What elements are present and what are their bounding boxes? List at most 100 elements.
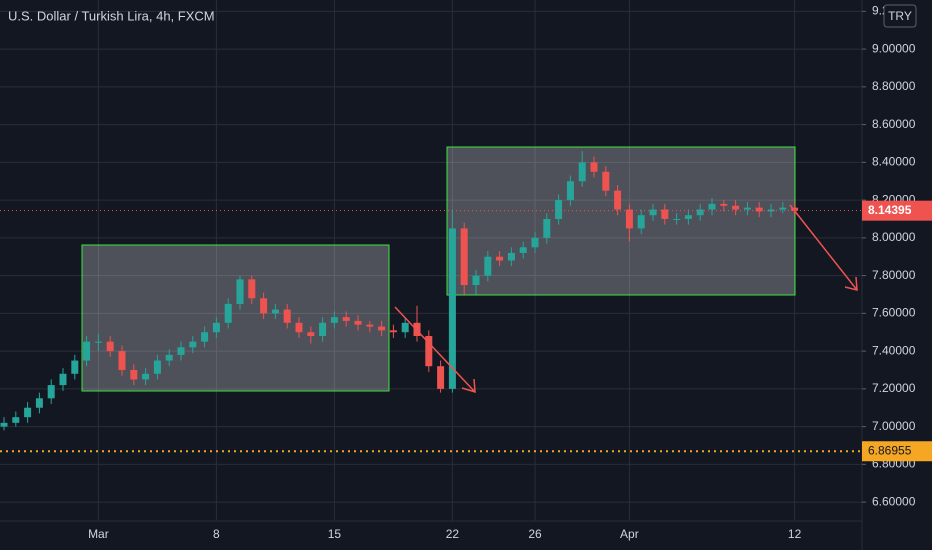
candle-body bbox=[142, 373, 150, 380]
candle-body bbox=[767, 209, 775, 212]
y-tick-label: 6.60000 bbox=[872, 494, 916, 508]
candle-body bbox=[732, 205, 740, 210]
reference-badge bbox=[862, 441, 932, 462]
currency-label: TRY bbox=[888, 9, 912, 23]
candle-body bbox=[448, 228, 456, 389]
candle-body bbox=[519, 247, 527, 253]
y-tick-label: 7.40000 bbox=[872, 343, 916, 357]
y-tick-label: 8.00000 bbox=[872, 230, 916, 244]
candle-body bbox=[378, 326, 386, 331]
candle-body bbox=[614, 190, 622, 210]
arrow bbox=[789, 204, 858, 291]
candle-body bbox=[354, 320, 362, 325]
candle-body bbox=[578, 162, 586, 182]
candle-body bbox=[59, 373, 67, 386]
candle-body bbox=[118, 351, 126, 370]
candle-body bbox=[649, 209, 657, 216]
candle-body bbox=[401, 322, 409, 333]
x-tick-label: 22 bbox=[446, 527, 460, 541]
y-tick-label: 8.60000 bbox=[872, 117, 916, 131]
candle-body bbox=[743, 207, 751, 210]
candle-body bbox=[472, 275, 480, 286]
candle-body bbox=[555, 200, 563, 219]
candle-body bbox=[24, 407, 32, 418]
candle-body bbox=[0, 422, 8, 427]
candle-body bbox=[637, 215, 645, 229]
candle-body bbox=[319, 322, 327, 337]
candle-body bbox=[531, 237, 539, 248]
x-tick-label: 15 bbox=[328, 527, 342, 541]
candle-body bbox=[47, 385, 55, 399]
candle-body bbox=[543, 218, 551, 238]
x-tick-label: 26 bbox=[528, 527, 542, 541]
candle-body bbox=[236, 279, 244, 304]
candle-body bbox=[602, 171, 610, 191]
candle-body bbox=[566, 181, 574, 201]
candle-body bbox=[779, 207, 787, 210]
candle-body bbox=[307, 332, 315, 337]
candle-body bbox=[625, 209, 633, 229]
x-tick-label: Apr bbox=[620, 527, 639, 541]
candle-body bbox=[177, 347, 185, 355]
arrows bbox=[394, 204, 858, 394]
candle-body bbox=[496, 256, 504, 261]
x-tick-label: Mar bbox=[88, 527, 109, 541]
candle-body bbox=[106, 341, 114, 352]
candles bbox=[0, 151, 799, 431]
y-tick-label: 7.00000 bbox=[872, 419, 916, 433]
candle-body bbox=[71, 360, 79, 374]
candle-body bbox=[389, 330, 397, 333]
candle-body bbox=[189, 341, 197, 348]
candle-body bbox=[83, 341, 91, 361]
y-tick-label: 7.80000 bbox=[872, 268, 916, 282]
candle-body bbox=[366, 324, 374, 327]
candle-body bbox=[165, 354, 173, 361]
candle-body bbox=[708, 203, 716, 210]
candle-body bbox=[248, 279, 256, 299]
candle-body bbox=[12, 417, 20, 423]
candle-body bbox=[661, 209, 669, 219]
last-price-label: 8.14395 bbox=[868, 203, 912, 217]
candle-body bbox=[201, 332, 209, 342]
candle-body bbox=[224, 303, 232, 323]
candle-body bbox=[271, 309, 279, 314]
candle-body bbox=[437, 366, 445, 389]
last-price-badge bbox=[862, 200, 932, 221]
y-tick-label: 7.60000 bbox=[872, 306, 916, 320]
currency-badge[interactable] bbox=[883, 4, 917, 28]
candle-body bbox=[507, 252, 515, 261]
reference-label: 6.86955 bbox=[868, 443, 912, 457]
y-tick-label: 8.40000 bbox=[872, 155, 916, 169]
candle-body bbox=[212, 322, 220, 333]
candle-body bbox=[153, 360, 161, 374]
candle-body bbox=[460, 228, 468, 286]
candle-body bbox=[425, 336, 433, 367]
grid bbox=[0, 0, 862, 521]
candle-body bbox=[130, 369, 138, 380]
candle-body bbox=[696, 209, 704, 216]
candle-body bbox=[260, 298, 268, 314]
x-tick-label: 12 bbox=[788, 527, 802, 541]
x-tick-label: 8 bbox=[213, 527, 220, 541]
candle-body bbox=[673, 218, 681, 220]
candle-body bbox=[283, 309, 291, 323]
range-box bbox=[446, 146, 796, 296]
y-tick-label: 7.20000 bbox=[872, 381, 916, 395]
candle-body bbox=[342, 317, 350, 321]
candle-body bbox=[94, 341, 102, 343]
candle-body bbox=[35, 398, 43, 408]
candle-body bbox=[330, 317, 338, 323]
candle-body bbox=[684, 215, 692, 219]
arrow bbox=[394, 306, 476, 394]
candle-body bbox=[755, 207, 763, 212]
candle-body bbox=[484, 256, 492, 276]
y-tick-label: 8.80000 bbox=[872, 79, 916, 93]
candle-body bbox=[590, 162, 598, 172]
y-tick-label: 9.00000 bbox=[872, 41, 916, 55]
candle-body bbox=[791, 207, 799, 211]
chart-title: U.S. Dollar / Turkish Lira, 4h, FXCM bbox=[8, 8, 215, 23]
candle-body bbox=[295, 322, 303, 333]
candle-body bbox=[720, 203, 728, 206]
